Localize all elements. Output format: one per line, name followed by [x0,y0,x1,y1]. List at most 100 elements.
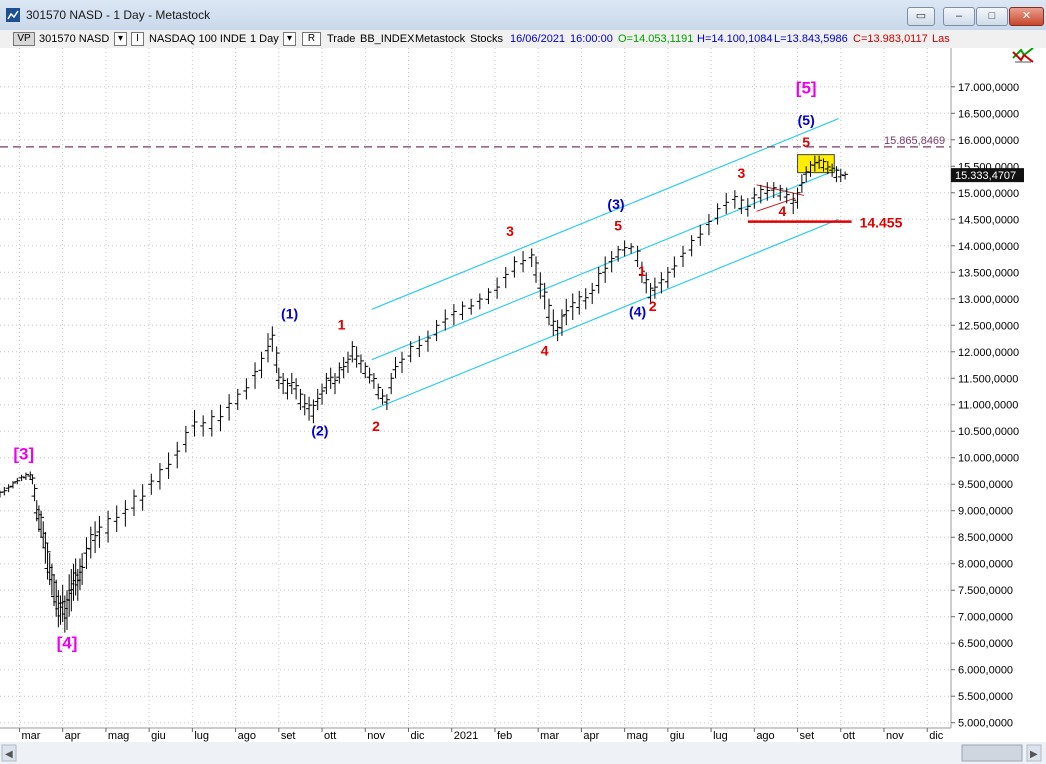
current-price-label: 15.333,4707 [955,170,1016,182]
price-bar [379,388,386,405]
price-bar [399,351,406,373]
y-tick-label: 9.500,0000 [958,479,1013,491]
close-value: C=13.983,0117 [853,33,928,45]
wave-label: 3 [506,223,514,239]
price-bar [820,158,827,172]
x-tick-label: apr [65,730,81,742]
price-bar [275,367,282,389]
maximize-button[interactable]: □ [976,7,1008,26]
wave-label: 2 [649,298,657,314]
price-bar [332,372,339,395]
support-label: 14.455 [860,215,903,231]
last-value: Las [932,33,950,45]
x-tick-label: 2021 [454,730,478,742]
price-bar [621,240,628,257]
x-tick-label: ago [756,730,774,742]
price-bar [651,277,658,299]
trade-button[interactable]: Trade [327,33,356,45]
price-bar [520,251,527,273]
price-bar [658,272,665,294]
y-tick-label: 6.000,0000 [958,665,1013,677]
price-bar [310,399,317,424]
price-bar [798,174,805,193]
high-value: H=14.100,1084 [697,33,773,45]
price-bar [105,510,112,543]
current-price-tag [951,168,1024,183]
wave-label: (3) [607,196,624,212]
price-bar [442,309,449,331]
price-bar [790,192,797,214]
price-bar [643,272,650,294]
x-tick-label: dic [929,730,944,742]
symbol-field[interactable]: 301570 NASD [39,33,110,45]
price-bar [131,489,138,517]
minimize-button[interactable]: – [943,7,975,26]
price-bar [234,388,241,411]
x-tick-label: giu [670,730,685,742]
wave-label: 4 [541,342,549,358]
security-toolbar: VP 301570 NASD ▾ I NASDAQ 100 INDE 1 Day… [0,30,1046,48]
price-bar [628,243,635,254]
price-bar [816,155,823,169]
scroll-right-icon[interactable]: ▶ [1030,749,1038,760]
price-bar [392,357,399,379]
close-button[interactable]: ✕ [1009,7,1044,26]
y-tick-label: 8.500,0000 [958,532,1013,544]
symbol-dropdown-icon[interactable]: ▾ [114,32,127,46]
price-bar [582,288,589,310]
y-tick-label: 11.500,0000 [958,373,1018,385]
scroll-left-icon[interactable]: ◀ [5,749,13,760]
period-select[interactable]: 1 Day [250,33,279,45]
price-bar [148,473,155,495]
frame-icon[interactable]: I [131,32,144,46]
price-bar [375,383,382,400]
window-titlebar: 301570 NASD - 1 Day - Metastock ▭ – □ ✕ [0,0,1046,31]
price-bar [664,266,671,289]
period-dropdown-icon[interactable]: ▾ [283,32,296,46]
price-bar [327,367,334,389]
x-tick-label: set [281,730,296,742]
price-bar [122,500,129,527]
vp-button[interactable]: VP [13,32,35,46]
y-tick-label: 5.500,0000 [958,691,1013,703]
price-bar [811,155,818,172]
trade-arrows-icon[interactable] [1012,48,1034,63]
price-bar [29,474,36,485]
price-bar [634,245,641,267]
price-bar [545,298,552,326]
price-bar [697,224,704,246]
price-bar [424,330,431,352]
price-bar [83,537,90,570]
horizontal-scrollbar[interactable]: ◀ ▶ [0,742,1046,764]
price-bar [638,261,645,283]
price-bar [1,486,8,496]
x-tick-label: feb [497,730,512,742]
wave-label: [3] [13,444,34,463]
price-bar [288,372,295,395]
price-bar [9,481,16,489]
price-bar [794,187,801,209]
restore-chart-icon[interactable]: ▭ [907,7,935,26]
price-bar [200,415,207,437]
resistance-label: 15.865,8469 [884,135,945,147]
price-bar [44,542,51,580]
price-chart[interactable]: 15.865,8469 14.455 [3] [4] [5] (1) (2) (3) (4) (… [0,48,1046,764]
x-tick-label: set [800,730,815,742]
price-bar [744,198,751,217]
price-bar [319,383,326,405]
data-provider: Metastock [415,33,466,45]
price-bar [191,410,198,437]
price-bar [370,372,377,389]
price-bar [751,187,758,209]
y-tick-label: 15.000,0000 [958,188,1019,200]
open-value: O=14.053,1191 [618,33,694,45]
wave-label: 3 [737,165,745,181]
price-bar [226,394,233,421]
price-bar [688,235,695,257]
x-tick-label: mar [540,730,559,742]
wave-label: 2 [372,418,380,434]
price-bar [450,304,457,326]
price-bar [416,335,423,358]
r-button[interactable]: R [302,32,321,46]
price-bar [485,288,492,305]
